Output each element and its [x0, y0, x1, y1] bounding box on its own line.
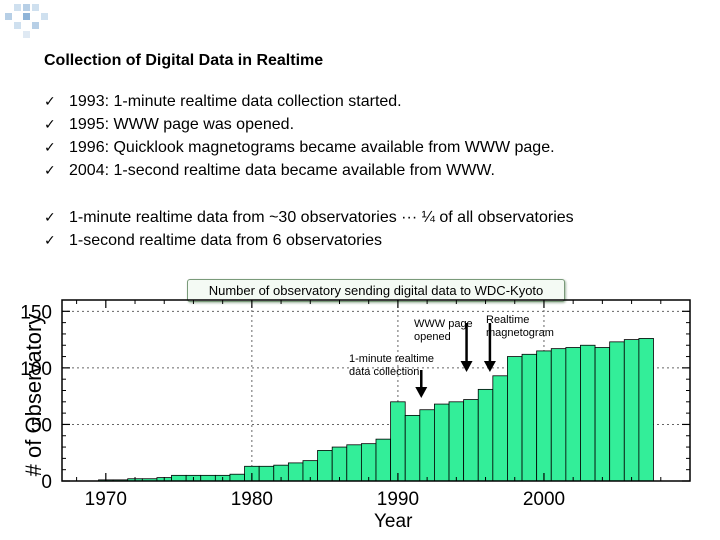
bar-1994: [448, 401, 465, 482]
realtime-data-list: ✓ 1-minute realtime data from ~30 observa…: [44, 206, 574, 252]
list-item: ✓ 1995: WWW page was opened.: [44, 113, 555, 136]
x-tick-label: 1980: [231, 489, 273, 510]
y-tick-label: 50: [31, 415, 52, 436]
bar-1983: [287, 462, 304, 482]
bar-1985: [317, 450, 333, 482]
y-tick-label: 150: [20, 302, 52, 323]
annotation-www-page: WWW page opened: [414, 318, 473, 343]
bar-2007: [638, 338, 654, 482]
list-item: ✓ 1-minute realtime data from ~30 observa…: [44, 206, 574, 229]
arrow-1-minute-head: [415, 387, 428, 398]
bar-2004: [594, 347, 611, 482]
chart-caption: Number of observatory sending digital da…: [187, 279, 565, 302]
list-item: ✓ 2004: 1-second realtime data became ava…: [44, 159, 555, 182]
check-icon: ✓: [44, 210, 56, 226]
bar-1979: [229, 473, 245, 482]
slide-title: Collection of Digital Data in Realtime: [44, 52, 324, 69]
bar-2002: [565, 347, 581, 482]
bar-1991: [404, 414, 421, 482]
check-icon: ✓: [44, 140, 56, 156]
bar-1998: [507, 356, 523, 482]
bar-1987: [346, 444, 362, 482]
bar-1990: [390, 401, 406, 482]
bar-1988: [360, 443, 377, 482]
arrow-www-page-head: [460, 361, 473, 372]
x-tick-label: 2000: [523, 489, 565, 510]
bar-1996: [477, 388, 494, 482]
bar-2000: [536, 350, 552, 482]
x-tick-label: 1970: [85, 489, 127, 510]
annotation-realtime-magnetogram: Realtime magnetogram: [486, 314, 554, 339]
check-icon: ✓: [44, 233, 56, 249]
check-icon: ✓: [44, 117, 56, 133]
corner-decoration: [5, 4, 48, 38]
y-tick-label: 0: [41, 472, 52, 493]
y-tick-label: 100: [20, 359, 52, 380]
bar-1981: [258, 465, 275, 482]
bar-2006: [623, 339, 640, 482]
check-icon: ✓: [44, 163, 56, 179]
bar-1993: [434, 403, 450, 482]
milestone-list: ✓ 1993: 1-minute realtime data collection…: [44, 90, 555, 182]
bar-2003: [580, 344, 596, 482]
list-item: ✓ 1-second realtime data from 6 observato…: [44, 229, 574, 252]
annotation-1-minute: 1-minute realtime data collection: [349, 353, 434, 378]
bar-1995: [463, 399, 479, 482]
bar-1989: [375, 438, 392, 482]
bar-2001: [550, 348, 567, 482]
list-item: ✓ 1996: Quicklook magnetograms became ava…: [44, 136, 555, 159]
bar-1986: [331, 446, 348, 482]
bar-1992: [419, 409, 435, 482]
arrow-magnetogram-head: [483, 361, 496, 372]
bar-2005: [609, 341, 625, 482]
x-tick-label: 1990: [377, 489, 419, 510]
x-axis-label: Year: [374, 511, 413, 532]
check-icon: ✓: [44, 94, 56, 110]
list-item: ✓ 1993: 1-minute realtime data collection…: [44, 90, 555, 113]
bar-1977: [200, 474, 216, 482]
bar-1999: [521, 353, 538, 482]
bar-1975: [171, 474, 187, 482]
bar-1997: [492, 375, 508, 482]
